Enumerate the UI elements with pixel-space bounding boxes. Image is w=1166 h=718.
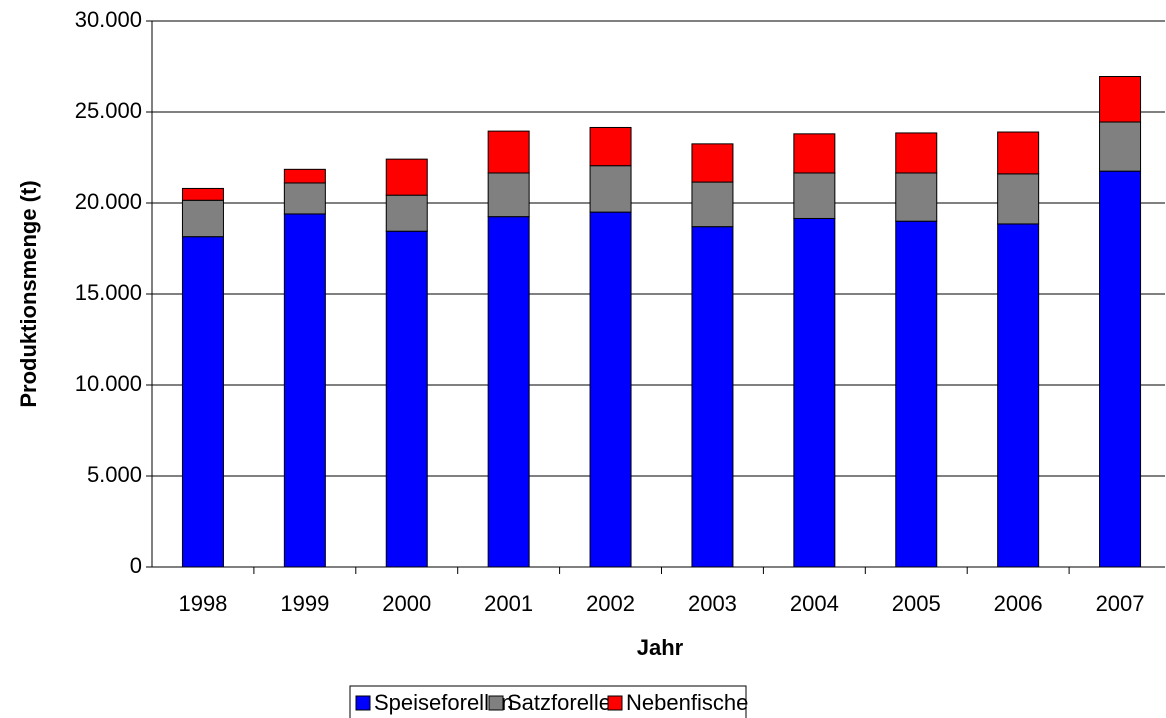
bar-segment bbox=[181, 187, 224, 201]
bar-segment bbox=[487, 130, 530, 174]
x-tick-label: 2005 bbox=[892, 591, 941, 616]
bar-segment bbox=[487, 172, 530, 218]
bar-segment bbox=[283, 213, 326, 568]
bar-segment bbox=[691, 181, 734, 228]
bar-segment bbox=[1099, 121, 1142, 172]
bar-segment bbox=[997, 223, 1040, 568]
x-tick-label: 1999 bbox=[280, 591, 329, 616]
x-tick-label: 2002 bbox=[586, 591, 635, 616]
bar-segment bbox=[895, 172, 938, 222]
y-tick-label: 0 bbox=[130, 553, 142, 578]
bar-segment bbox=[793, 217, 836, 568]
bar-segment bbox=[181, 236, 224, 568]
bar-segment bbox=[997, 131, 1040, 175]
bar-segment bbox=[1099, 76, 1142, 123]
bar-segment bbox=[589, 211, 632, 568]
bar-segment bbox=[487, 216, 530, 568]
legend-swatch bbox=[607, 695, 623, 711]
bar-segment bbox=[283, 168, 326, 184]
bar-segment bbox=[385, 194, 428, 232]
legend-swatch bbox=[488, 695, 504, 711]
x-tick-label: 2003 bbox=[688, 591, 737, 616]
bar-segment bbox=[283, 182, 326, 215]
bar-segment bbox=[793, 133, 836, 174]
bar-segment bbox=[385, 230, 428, 568]
x-tick-label: 2000 bbox=[382, 591, 431, 616]
legend-swatch bbox=[355, 695, 371, 711]
y-tick-label: 30.000 bbox=[75, 7, 142, 32]
bar-segment bbox=[691, 143, 734, 183]
bar-segment bbox=[691, 226, 734, 568]
x-axis-label: Jahr bbox=[637, 635, 684, 660]
x-tick-label: 1998 bbox=[178, 591, 227, 616]
legend-label: Satzforellen bbox=[507, 690, 623, 715]
bar-segment bbox=[793, 172, 836, 219]
bar-segment bbox=[895, 220, 938, 568]
bar-segment bbox=[589, 165, 632, 213]
y-tick-label: 5.000 bbox=[87, 462, 142, 487]
bar-segment bbox=[181, 199, 224, 238]
bar-segment bbox=[385, 158, 428, 196]
x-tick-label: 2007 bbox=[1096, 591, 1145, 616]
bar-segment bbox=[589, 126, 632, 167]
y-tick-label: 10.000 bbox=[75, 371, 142, 396]
y-tick-label: 25.000 bbox=[75, 98, 142, 123]
x-tick-label: 2006 bbox=[994, 591, 1043, 616]
bar-segment bbox=[895, 132, 938, 174]
x-tick-label: 2004 bbox=[790, 591, 839, 616]
legend-box bbox=[349, 685, 747, 718]
y-tick-label: 15.000 bbox=[75, 280, 142, 305]
x-tick-label: 2001 bbox=[484, 591, 533, 616]
legend-label: Nebenfische bbox=[626, 690, 748, 715]
bar-segment bbox=[997, 173, 1040, 225]
bar-segment bbox=[1099, 170, 1142, 568]
y-tick-label: 20.000 bbox=[75, 189, 142, 214]
y-axis-label: Produktionsmenge (t) bbox=[16, 180, 41, 407]
